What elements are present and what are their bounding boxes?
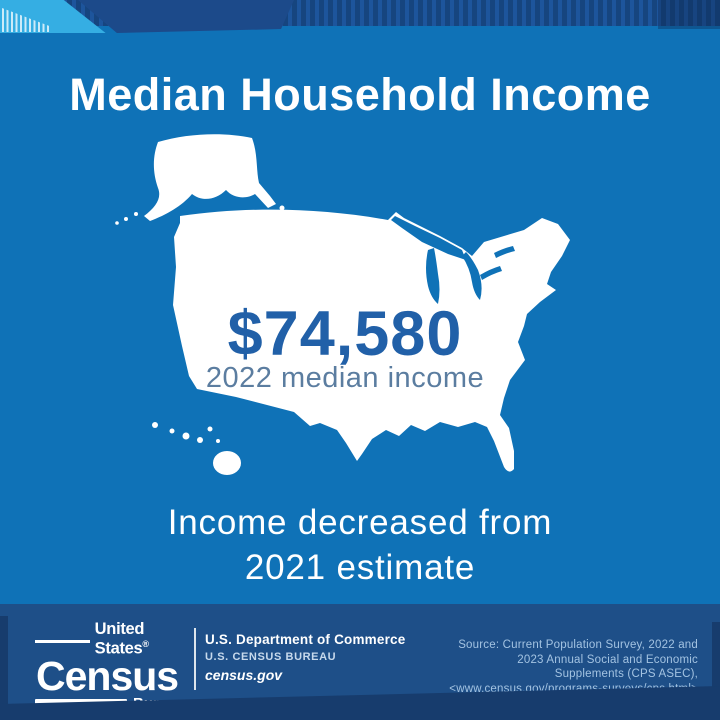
- statement-text: Income decreased from 2021 estimate: [0, 500, 720, 590]
- footer-right-accent-decoration: [712, 622, 720, 720]
- statement-line-1: Income decreased from: [167, 503, 553, 542]
- source-line-3: Supplements (CPS ASEC),: [554, 668, 698, 680]
- logo-united-states-label: United States: [94, 620, 145, 658]
- usa-map-container: [110, 128, 580, 480]
- footer-left-accent-decoration: [0, 616, 8, 720]
- footer-vertical-divider: [194, 628, 196, 690]
- census-bureau-logo: United States® Census Bureau: [35, 620, 193, 712]
- logo-united-states-text: United States®: [95, 620, 193, 659]
- source-line-2: 2023 Annual Social and Economic: [517, 653, 698, 666]
- logo-top-row: United States®: [35, 620, 193, 659]
- median-income-label: 2022 median income: [205, 362, 485, 394]
- statement-line-2: 2021 estimate: [244, 548, 476, 587]
- median-income-value: $74,580: [227, 299, 463, 369]
- source-citation: Source: Current Population Survey, 2022 …: [398, 638, 698, 696]
- registered-trademark-symbol: ®: [142, 639, 149, 649]
- source-line-1: Source: Current Population Survey, 2022 …: [458, 639, 698, 651]
- census-bureau-text: U.S. CENSUS BUREAU: [205, 651, 337, 663]
- logo-rule-line: [35, 640, 90, 643]
- corner-navy-shape-decoration: [78, 0, 294, 33]
- department-block: U.S. Department of Commerce U.S. CENSUS …: [205, 632, 405, 683]
- page-title: Median Household Income: [69, 69, 651, 120]
- top-right-navy-block-decoration: [658, 0, 720, 29]
- department-of-commerce-text: U.S. Department of Commerce: [205, 632, 406, 647]
- usa-map-silhouette: [115, 134, 570, 475]
- census-gov-text: census.gov: [205, 667, 283, 683]
- logo-census-wordmark: Census: [36, 652, 179, 699]
